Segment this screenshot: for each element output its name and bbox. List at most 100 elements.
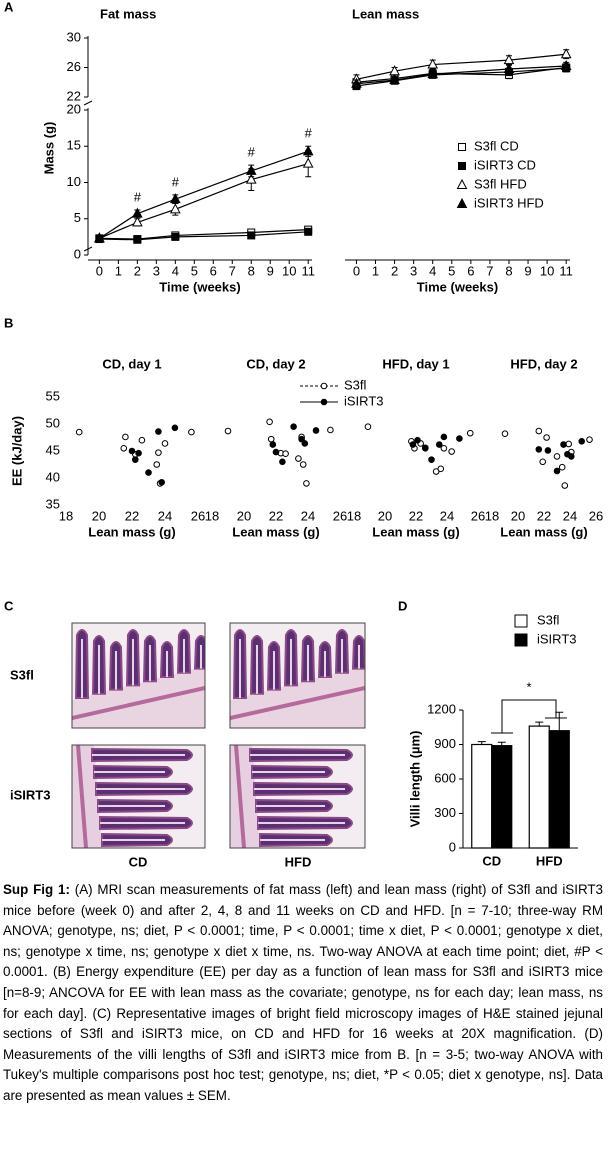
marker — [272, 448, 280, 456]
marker — [320, 398, 328, 406]
chart-title: CD, day 1 — [102, 356, 161, 371]
micrograph-frame — [71, 622, 206, 729]
x-tick-label: 24 — [301, 508, 315, 523]
y-tick-label: 15 — [67, 138, 81, 153]
y-tick-label: 40 — [46, 469, 60, 484]
x-tick-label: 4 — [429, 263, 436, 278]
series-line — [356, 53, 567, 80]
marker — [440, 445, 448, 452]
legend-swatch — [514, 614, 528, 628]
marker — [75, 428, 83, 436]
x-tick-label: 1 — [372, 263, 379, 278]
caption-label: Sup Fig 1: — [3, 882, 70, 897]
marker — [389, 73, 400, 85]
marker — [132, 456, 139, 463]
y-tick-label: 50 — [46, 415, 60, 430]
chart-title: HFD, day 1 — [382, 356, 449, 371]
chart-title: Fat mass — [100, 6, 156, 21]
marker — [120, 445, 128, 452]
x-tick-label: 9 — [524, 263, 531, 278]
marker — [122, 433, 129, 441]
marker — [302, 145, 314, 156]
marker — [245, 173, 257, 184]
x-tick-label: 26 — [333, 508, 347, 523]
y-tick-label: 30 — [67, 29, 81, 44]
marker — [169, 193, 181, 204]
y-tick-label: 900 — [434, 736, 456, 751]
marker — [427, 58, 439, 69]
marker — [145, 469, 152, 476]
legend-label: iSIRT3 — [344, 393, 384, 408]
marker — [535, 446, 543, 453]
marker — [422, 445, 429, 452]
x-tick-label: 5 — [191, 263, 198, 278]
marker — [458, 143, 466, 151]
y-tick-label: 5 — [74, 210, 81, 225]
marker — [282, 450, 289, 458]
x-tick-label: 2 — [134, 263, 141, 278]
marker — [269, 441, 277, 448]
legend-label: S3fl — [537, 612, 560, 627]
x-tick-label: 5 — [448, 263, 455, 278]
significance-mark: * — [526, 679, 531, 694]
marker — [320, 382, 328, 390]
significance-bracket — [491, 699, 567, 734]
y-tick-label: 26 — [67, 59, 81, 74]
marker — [456, 197, 468, 208]
marker — [279, 458, 286, 466]
significance-mark: # — [305, 126, 313, 141]
x-tick-label: 7 — [486, 263, 493, 278]
marker — [155, 428, 162, 435]
marker — [560, 48, 572, 59]
x-tick-label: 26 — [589, 508, 603, 523]
marker — [161, 440, 169, 447]
x-tick-label: 11 — [301, 263, 315, 278]
marker — [553, 467, 561, 475]
x-tick-label: 0 — [96, 263, 103, 278]
series-line — [356, 65, 567, 85]
marker — [290, 423, 297, 431]
x-tick-label: 22 — [269, 508, 283, 523]
y-tick-label: 20 — [67, 101, 81, 116]
bar — [548, 730, 570, 849]
marker — [414, 436, 421, 444]
marker — [188, 428, 195, 436]
x-tick-label: 18 — [485, 508, 499, 523]
marker — [456, 178, 468, 189]
marker — [503, 62, 515, 73]
x-tick-label: 8 — [505, 263, 512, 278]
y-tick-label: 0 — [74, 246, 81, 261]
y-tick-label: 0 — [449, 839, 456, 854]
x-tick-label: 4 — [172, 263, 179, 278]
caption: Sup Fig 1: (A) MRI scan measurements of … — [3, 880, 603, 1107]
x-tick-label: 6 — [467, 263, 474, 278]
marker — [171, 424, 179, 432]
panel-label: C — [4, 598, 14, 613]
y-tick-label: 10 — [67, 174, 81, 189]
marker — [448, 448, 455, 455]
series-line — [356, 67, 567, 87]
marker — [364, 423, 372, 431]
marker — [409, 441, 417, 448]
chart-title: HFD, day 2 — [510, 356, 577, 371]
significance-mark: # — [172, 174, 180, 189]
legend-label: iSIRT3 HFD — [474, 195, 544, 210]
legend-label: S3fl HFD — [474, 176, 527, 191]
marker — [560, 59, 572, 71]
marker — [312, 427, 320, 434]
x-tick-label: 18 — [205, 508, 219, 523]
x-tick-label: 10 — [282, 263, 296, 278]
x-tick-label: 10 — [540, 263, 554, 278]
marker — [133, 235, 142, 244]
marker — [456, 435, 463, 442]
marker — [544, 447, 552, 454]
marker — [303, 480, 310, 487]
caption-text: (A) MRI scan measurements of fat mass (l… — [3, 882, 603, 1103]
x-tick-label: 22 — [537, 508, 551, 523]
x-tick-label: 0 — [353, 263, 360, 278]
y-tick-label: 35 — [46, 496, 60, 511]
marker — [437, 465, 445, 473]
y-axis-label: EE (kJ/day) — [9, 416, 24, 486]
marker — [245, 164, 257, 175]
